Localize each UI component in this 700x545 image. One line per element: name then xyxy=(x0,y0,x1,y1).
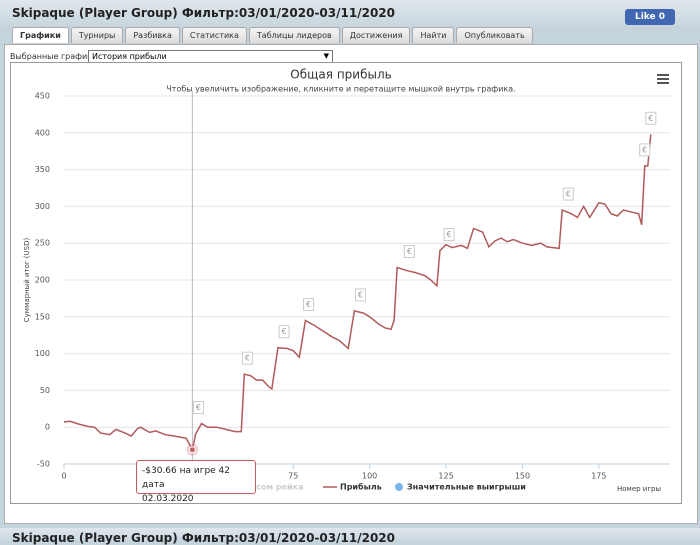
marker-box xyxy=(639,143,651,157)
win-marker: € xyxy=(645,111,657,125)
win-marker: € xyxy=(443,228,455,242)
win-marker: € xyxy=(403,244,415,258)
header-title: Skipaque (Player Group) Фильтр:03/01/202… xyxy=(12,6,395,20)
header-bar xyxy=(0,528,700,541)
legend-hidden: бонусом рейка xyxy=(235,482,304,492)
y-tick-label: 300 xyxy=(35,202,50,211)
x-tick-label: 175 xyxy=(591,472,606,481)
tab[interactable]: Найти xyxy=(412,27,455,43)
win-marker: € xyxy=(354,288,366,302)
chart-title: Общая прибыль xyxy=(290,68,391,82)
menu-icon xyxy=(657,78,669,80)
y-tick-label: 0 xyxy=(45,423,50,432)
selector-label: Выбранные графики: xyxy=(10,52,100,61)
dropdown-arrow: ▼ xyxy=(323,52,329,60)
header-title: Skipaque (Player Group) Фильтр:03/01/202… xyxy=(12,531,395,545)
y-tick-label: 350 xyxy=(35,165,50,174)
tooltip-line: 02.03.2020 xyxy=(142,494,194,504)
y-tick-label: 250 xyxy=(35,239,50,248)
x-tick-label: 75 xyxy=(288,472,298,481)
y-tick-label: 150 xyxy=(35,312,50,321)
y-tick-label: 200 xyxy=(35,276,50,285)
tab[interactable]: Турниры xyxy=(70,27,124,43)
marker-box xyxy=(562,187,574,201)
like-button[interactable]: Like 0 xyxy=(625,9,675,25)
marker-box xyxy=(241,351,253,365)
line xyxy=(63,134,652,452)
legend-label: Значительные выигрыши xyxy=(407,483,526,492)
marker-box xyxy=(303,297,315,311)
tab[interactable]: Разбивка xyxy=(125,27,180,43)
marker-symbol: € xyxy=(245,354,250,363)
x-tick-label: 100 xyxy=(362,472,377,481)
win-marker: € xyxy=(303,297,315,311)
highlight-point xyxy=(188,446,196,454)
win-marker: € xyxy=(241,351,253,365)
y-axis-label: Суммарный итог (USD) xyxy=(23,238,31,323)
marker-symbol: € xyxy=(648,114,653,123)
legend-label: Прибыль xyxy=(340,482,382,492)
marker-symbol: € xyxy=(282,327,287,336)
x-tick-label: 0 xyxy=(61,472,66,481)
win-marker: € xyxy=(562,187,574,201)
x-tick-label: 125 xyxy=(438,472,453,481)
y-tick-label: 450 xyxy=(35,92,50,101)
marker-box xyxy=(192,401,204,415)
tooltip-line: -$30.66 на игре 42 дата xyxy=(142,466,231,490)
chart-subtitle: Чтобы увеличить изображение, кликните и … xyxy=(166,85,515,94)
marker-box xyxy=(354,288,366,302)
y-tick-label: 50 xyxy=(40,386,50,395)
tab[interactable]: Таблицы лидеров xyxy=(248,27,340,43)
x-tick-label: 150 xyxy=(515,472,530,481)
marker-box xyxy=(443,228,455,242)
tab[interactable]: Опубликовать xyxy=(456,27,533,43)
marker-symbol: € xyxy=(407,247,412,256)
y-tick-label: 100 xyxy=(35,349,50,358)
tab[interactable]: Графики xyxy=(12,27,69,43)
marker-symbol: € xyxy=(642,145,647,154)
chart: Общая прибыль Чтобы увеличить изображение… xyxy=(10,62,682,504)
win-marker: € xyxy=(192,401,204,415)
menu-icon xyxy=(657,82,669,84)
marker-symbol: € xyxy=(196,403,201,412)
marker-box xyxy=(278,325,290,339)
tabs: Графики Турниры Разбивка Статистика Таблицы … xyxy=(12,27,533,43)
marker-symbol: € xyxy=(358,290,363,299)
win-marker: € xyxy=(278,325,290,339)
marker-box xyxy=(403,244,415,258)
selector-value: История прибыли xyxy=(92,52,167,61)
marker-symbol: € xyxy=(447,230,452,239)
marker-box xyxy=(645,111,657,125)
tab[interactable]: Достижения xyxy=(341,27,411,43)
tab[interactable]: Статистика xyxy=(181,27,247,43)
menu-icon xyxy=(657,74,669,76)
win-marker: € xyxy=(639,143,651,157)
y-tick-label: 400 xyxy=(35,128,50,137)
tooltip: -$30.66 на игре 42 дата 02.03.2020 xyxy=(136,460,256,504)
marker-symbol: € xyxy=(306,300,311,309)
y-tick-label: -50 xyxy=(37,460,50,469)
header-bar xyxy=(0,0,700,26)
x-axis-label: Номер игры xyxy=(617,485,661,493)
marker-symbol: € xyxy=(566,190,571,199)
legend-swatch xyxy=(395,483,403,491)
